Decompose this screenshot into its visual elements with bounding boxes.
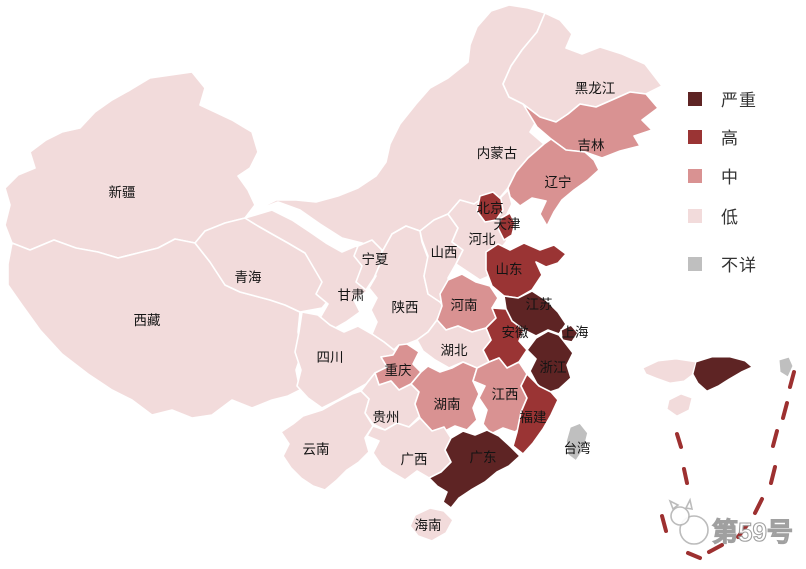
province-label-hubei: 湖北 <box>441 343 468 358</box>
legend-swatch-severe <box>688 91 702 106</box>
severity-legend: 严重高中低不详 <box>688 0 806 300</box>
legend-label-low: 低 <box>721 208 739 227</box>
province-label-jiangxi: 江西 <box>492 387 519 402</box>
inset-coast-low <box>642 358 697 384</box>
province-guangdong <box>428 429 521 509</box>
legend-item-low: 低 <box>688 203 739 228</box>
province-label-qinghai: 青海 <box>235 270 262 285</box>
provinces-layer <box>4 4 663 542</box>
province-label-tianjin: 天津 <box>494 217 521 232</box>
province-liaoning <box>507 138 600 227</box>
province-label-gansu: 甘肃 <box>338 288 365 303</box>
province-label-xizang: 西藏 <box>134 313 161 328</box>
legend-swatch-high <box>688 129 702 144</box>
legend-label-high: 高 <box>721 129 739 148</box>
legend-swatch-unknown <box>688 256 702 271</box>
nine-dash-line <box>660 370 796 560</box>
watermark-doodle-ear <box>668 497 694 511</box>
province-label-henan: 河南 <box>451 298 478 313</box>
province-label-liaoning: 辽宁 <box>545 174 572 190</box>
province-label-hunan: 湖南 <box>434 397 461 412</box>
province-label-shanxi: 山西 <box>431 245 458 260</box>
province-label-shaanxi: 陕西 <box>392 300 419 315</box>
province-label-jilin: 吉林 <box>578 138 606 153</box>
legend-item-severe: 严重 <box>688 86 757 111</box>
province-fujian <box>512 373 559 455</box>
province-yunnan <box>280 390 374 491</box>
province-label-guangdong: 广东 <box>470 450 497 465</box>
inset-hainan <box>666 393 693 417</box>
province-label-ningxia: 宁夏 <box>362 251 389 267</box>
province-label-xinjiang: 新疆 <box>109 185 136 200</box>
legend-item-unknown: 不详 <box>688 251 757 276</box>
province-label-jiangsu: 江苏 <box>526 297 553 312</box>
province-label-heilongjiang: 黑龙江 <box>575 81 616 96</box>
province-hainan <box>409 507 454 542</box>
watermark-doodle-icon-small <box>670 506 690 526</box>
province-label-shanghai: 上海 <box>562 325 589 340</box>
legend-swatch-low <box>688 208 702 223</box>
province-label-anhui: 安徽 <box>502 325 530 340</box>
legend-item-mid: 中 <box>688 163 739 188</box>
province-zhejiang <box>526 330 574 394</box>
province-label-beijing: 北京 <box>477 201 504 216</box>
province-label-neimenggu: 内蒙古 <box>477 146 518 161</box>
province-label-taiwan: 台湾 <box>564 440 591 456</box>
inset-taiwan <box>778 356 794 378</box>
province-label-guizhou: 贵州 <box>373 410 400 425</box>
province-label-zhejiang: 浙江 <box>540 360 567 375</box>
province-label-chongqing: 重庆 <box>385 363 412 378</box>
inset-guangdong <box>692 356 753 392</box>
province-taiwan <box>565 422 589 462</box>
province-gansu <box>244 209 373 331</box>
watermark: 第59号 <box>668 497 793 548</box>
south-china-sea-inset <box>642 356 796 560</box>
province-ningxia <box>353 239 383 291</box>
legend-item-high: 高 <box>688 124 739 149</box>
legend-label-unknown: 不详 <box>721 256 757 275</box>
province-label-yunnan: 云南 <box>303 442 330 457</box>
province-label-fujian: 福建 <box>520 410 547 425</box>
province-shandong <box>485 242 567 299</box>
province-hunan <box>410 361 480 433</box>
province-label-hainan: 海南 <box>415 518 442 533</box>
watermark-doodle-icon <box>679 515 709 545</box>
province-label-sichuan: 四川 <box>317 350 344 365</box>
province-label-hebei: 河北 <box>469 232 496 247</box>
legend-swatch-mid <box>688 168 702 183</box>
province-label-guangxi: 广西 <box>401 452 428 467</box>
legend-label-severe: 严重 <box>721 91 757 110</box>
province-beijing <box>476 191 504 223</box>
legend-label-mid: 中 <box>721 168 739 187</box>
province-label-shandong: 山东 <box>496 262 523 277</box>
province-tianjin <box>497 212 516 241</box>
watermark-text: 第59号 <box>712 517 793 547</box>
